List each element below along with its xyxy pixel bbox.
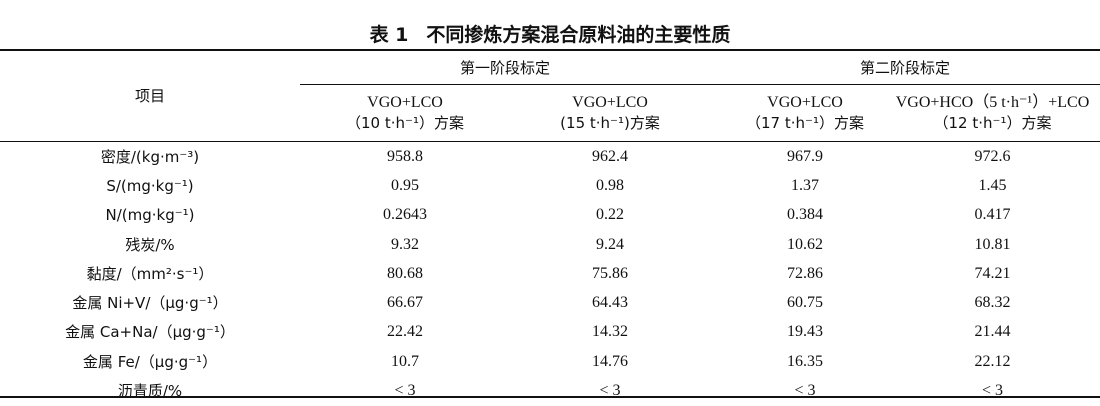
column-header-2: VGO+LCO (15 t·h⁻¹)方案 xyxy=(510,85,710,141)
table-cell: 0.2643 xyxy=(383,206,427,224)
table-cell: 19.43 xyxy=(787,323,823,341)
row-label: 金属 Fe/（μg·g⁻¹） xyxy=(82,352,218,371)
table-cell: < 3 xyxy=(394,382,416,400)
row-label: 金属 Ni+V/（μg·g⁻¹） xyxy=(72,294,228,313)
column-header-2-line2: (15 t·h⁻¹)方案 xyxy=(560,114,660,132)
table-cell: 66.67 xyxy=(387,294,423,312)
group-header-rule xyxy=(300,84,1100,85)
header-bottom-rule xyxy=(0,141,1100,142)
table-cell: 68.32 xyxy=(974,294,1011,312)
table-caption: 表 1 不同掺炼方案混合原料油的主要性质 xyxy=(0,20,1100,47)
table-cell: 0.417 xyxy=(974,206,1011,224)
table-bottom-rule xyxy=(0,396,1100,398)
table-cell: 74.21 xyxy=(974,264,1011,282)
column-header-2-line1: VGO+LCO xyxy=(572,94,648,111)
row-label: 残炭/% xyxy=(125,235,175,254)
row-label: 密度/(kg·m⁻³) xyxy=(100,147,200,166)
table-cell: 16.35 xyxy=(787,352,823,370)
table-cell: 967.9 xyxy=(787,147,823,165)
table-cell: 14.76 xyxy=(592,352,628,370)
row-label: S/(mg·kg⁻¹) xyxy=(106,176,194,195)
table-cell: 9.24 xyxy=(596,235,624,253)
column-header-4-line2: （12 t·h⁻¹）方案 xyxy=(933,114,1052,132)
column-header-4-line1: VGO+HCO（5 t·h⁻¹）+LCO xyxy=(895,94,1090,111)
column-header-1: VGO+LCO （10 t·h⁻¹）方案 xyxy=(300,85,510,141)
table-cell: 14.32 xyxy=(592,323,628,341)
row-label: 黏度/（mm²·s⁻¹） xyxy=(86,264,214,283)
table-cell: 958.8 xyxy=(387,147,423,165)
table-cell: 962.4 xyxy=(592,147,628,165)
table-cell: 0.22 xyxy=(596,206,624,224)
table-cell: 21.44 xyxy=(974,323,1011,341)
column-header-4: VGO+HCO（5 t·h⁻¹）+LCO （12 t·h⁻¹）方案 xyxy=(885,85,1100,141)
table-cell: 72.86 xyxy=(787,264,823,282)
column-header-3: VGO+LCO （17 t·h⁻¹）方案 xyxy=(710,85,900,141)
table-cell: 80.68 xyxy=(387,264,423,282)
table-cell: 0.98 xyxy=(596,176,624,194)
item-header: 项目 xyxy=(134,87,165,105)
table-cell: 10.62 xyxy=(787,235,823,253)
table-cell: < 3 xyxy=(599,382,621,400)
group-header-stage-2: 第二阶段标定 xyxy=(859,58,950,77)
table-title: 不同掺炼方案混合原料油的主要性质 xyxy=(426,24,731,46)
table-cell: 60.75 xyxy=(787,294,823,312)
column-header-3-line1: VGO+LCO xyxy=(767,94,843,111)
column-header-1-line1: VGO+LCO xyxy=(367,94,443,111)
row-label: 金属 Ca+Na/（μg·g⁻¹） xyxy=(65,323,235,342)
table-cell: 22.12 xyxy=(974,352,1011,370)
group-header-stage-1: 第一阶段标定 xyxy=(459,58,550,77)
table-cell: 0.384 xyxy=(787,206,823,224)
column-header-1-line2: （10 t·h⁻¹）方案 xyxy=(346,114,464,132)
table-cell: 22.42 xyxy=(387,323,423,341)
row-label: 沥青质/% xyxy=(117,382,183,401)
table-cell: < 3 xyxy=(981,382,1004,400)
table-cell: 0.95 xyxy=(391,176,419,194)
row-label: N/(mg·kg⁻¹) xyxy=(105,206,195,225)
table-top-rule xyxy=(0,49,1100,51)
table-cell: 10.81 xyxy=(974,235,1011,253)
table-cell: < 3 xyxy=(794,382,816,400)
table-cell: 64.43 xyxy=(592,294,628,312)
table-cell: 1.37 xyxy=(791,176,819,194)
table-number: 表 1 xyxy=(369,24,409,46)
table-cell: 1.45 xyxy=(978,176,1007,194)
table-cell: 10.7 xyxy=(391,352,419,370)
table-cell: 972.6 xyxy=(974,147,1011,165)
table-cell: 9.32 xyxy=(391,235,419,253)
table-cell: 75.86 xyxy=(592,264,628,282)
column-header-3-line2: （17 t·h⁻¹）方案 xyxy=(746,114,864,132)
